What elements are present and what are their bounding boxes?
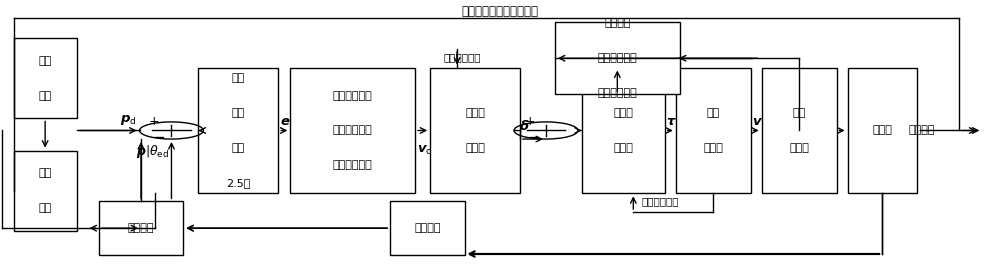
Text: 运动学: 运动学 bbox=[465, 143, 485, 153]
Text: 2.5维: 2.5维 bbox=[226, 178, 251, 188]
Bar bbox=[198, 68, 278, 193]
Text: 提取: 提取 bbox=[39, 168, 52, 178]
Bar bbox=[555, 22, 680, 94]
Text: 考虑力矩约束: 考虑力矩约束 bbox=[641, 196, 679, 206]
Text: $\boldsymbol{p}_{\rm d}$: $\boldsymbol{p}_{\rm d}$ bbox=[120, 113, 137, 127]
Bar bbox=[290, 68, 415, 193]
Text: 方法预测未来: 方法预测未来 bbox=[333, 125, 373, 136]
Text: 模型: 模型 bbox=[707, 108, 720, 118]
Text: 方法预测未来: 方法预测未来 bbox=[597, 53, 637, 63]
Text: $\boldsymbol{e}$: $\boldsymbol{e}$ bbox=[280, 115, 291, 128]
Text: 图像: 图像 bbox=[39, 56, 52, 66]
Text: 视觉误差信号: 视觉误差信号 bbox=[333, 91, 373, 101]
Text: 特征提取: 特征提取 bbox=[414, 223, 441, 233]
Text: 考虑摄像机的可见性约束: 考虑摄像机的可见性约束 bbox=[462, 5, 538, 18]
Bar bbox=[14, 38, 77, 118]
Text: 模型: 模型 bbox=[792, 108, 806, 118]
Text: $\boldsymbol{\delta}$: $\boldsymbol{\delta}$ bbox=[519, 119, 529, 133]
Text: 考虑速度约束: 考虑速度约束 bbox=[443, 52, 481, 62]
Text: 视觉: 视觉 bbox=[232, 143, 245, 153]
Text: 特征: 特征 bbox=[39, 203, 52, 213]
Text: $\boldsymbol{p}|\theta_{\rm ed}$: $\boldsymbol{p}|\theta_{\rm ed}$ bbox=[136, 143, 169, 160]
Text: 摄像机: 摄像机 bbox=[873, 125, 892, 136]
Bar bbox=[848, 68, 917, 193]
Text: 特征匹配: 特征匹配 bbox=[128, 223, 154, 233]
Text: 速度信号: 速度信号 bbox=[604, 19, 631, 29]
Bar bbox=[762, 68, 837, 193]
Bar bbox=[676, 68, 751, 193]
Text: 控制器: 控制器 bbox=[465, 108, 485, 118]
Text: $\boldsymbol{v}$: $\boldsymbol{v}$ bbox=[752, 115, 763, 128]
Text: 动力学: 动力学 bbox=[703, 143, 723, 153]
Text: 控制器: 控制器 bbox=[613, 108, 633, 118]
Text: +: + bbox=[148, 115, 159, 128]
Text: −: − bbox=[152, 130, 165, 146]
Text: 误差: 误差 bbox=[232, 108, 245, 118]
Text: −: − bbox=[528, 130, 540, 146]
Bar bbox=[14, 151, 77, 231]
Text: 模型: 模型 bbox=[232, 73, 245, 83]
Text: $\boldsymbol{\tau}$: $\boldsymbol{\tau}$ bbox=[666, 115, 677, 128]
Text: 当前图像: 当前图像 bbox=[908, 125, 935, 136]
Text: 通过模型预测: 通过模型预测 bbox=[597, 88, 637, 98]
Bar bbox=[390, 201, 465, 255]
Text: 动力学: 动力学 bbox=[613, 143, 633, 153]
Text: 通过模型预测: 通过模型预测 bbox=[333, 160, 373, 170]
Text: +: + bbox=[525, 115, 535, 128]
Text: $\boldsymbol{v}_{\rm c}$: $\boldsymbol{v}_{\rm c}$ bbox=[417, 144, 433, 157]
Bar bbox=[99, 201, 183, 255]
Bar bbox=[430, 68, 520, 193]
Bar bbox=[582, 68, 665, 193]
Text: 期望: 期望 bbox=[39, 91, 52, 101]
Text: 运动学: 运动学 bbox=[789, 143, 809, 153]
